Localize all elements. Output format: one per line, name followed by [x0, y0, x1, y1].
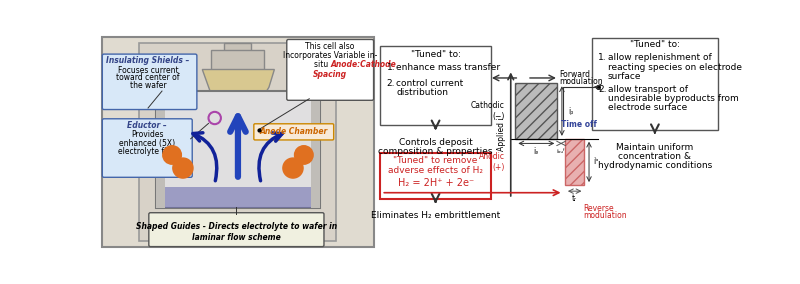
Text: iₑ: iₑ: [534, 147, 539, 156]
Polygon shape: [202, 70, 274, 91]
FancyBboxPatch shape: [102, 54, 197, 110]
Bar: [515, 83, 558, 139]
Text: situ: situ: [314, 60, 330, 69]
Text: Time off: Time off: [561, 120, 597, 130]
Text: Forward: Forward: [558, 70, 590, 79]
Text: hydrodynamic conditions: hydrodynamic conditions: [598, 161, 712, 170]
Text: iᵇ: iᵇ: [594, 157, 599, 166]
Bar: [224, 43, 251, 53]
Text: undesirable byproducts from: undesirable byproducts from: [608, 94, 738, 103]
Text: enhance mass transfer: enhance mass transfer: [396, 63, 500, 72]
Text: Maintain uniform: Maintain uniform: [616, 143, 694, 152]
Text: Applied i: Applied i: [497, 117, 506, 151]
Circle shape: [162, 146, 182, 164]
Text: allow transport of: allow transport of: [608, 85, 688, 94]
Text: iₒᵤᶠ: iₒᵤᶠ: [557, 149, 566, 154]
Text: modulation: modulation: [583, 211, 626, 220]
Text: concentration &: concentration &: [618, 152, 691, 161]
Text: Cathodic
(−): Cathodic (−): [470, 101, 505, 121]
Text: "Tuned" to:: "Tuned" to:: [410, 50, 461, 59]
FancyBboxPatch shape: [286, 39, 374, 100]
Bar: [158, 187, 318, 208]
Text: Reverse: Reverse: [583, 204, 614, 213]
Text: Eductor –: Eductor –: [127, 121, 167, 130]
Text: surface: surface: [608, 72, 641, 81]
Text: control current: control current: [396, 79, 463, 88]
Text: reacting species on electrode: reacting species on electrode: [608, 63, 742, 72]
Bar: [156, 91, 320, 208]
Text: iₚ: iₚ: [568, 106, 574, 116]
Circle shape: [283, 158, 303, 178]
Text: Focuses current: Focuses current: [118, 66, 178, 75]
Text: H₂ = 2H⁺ + 2e⁻: H₂ = 2H⁺ + 2e⁻: [398, 178, 474, 189]
Bar: [102, 37, 374, 247]
Text: Anodic
(+): Anodic (+): [478, 152, 505, 172]
Bar: [565, 139, 584, 185]
Text: This cell also: This cell also: [306, 42, 355, 51]
Bar: [507, 37, 615, 230]
Bar: [156, 91, 165, 208]
Text: toward center of: toward center of: [116, 74, 180, 82]
Text: electrolyte flow: electrolyte flow: [118, 147, 177, 156]
Text: modulation: modulation: [558, 77, 602, 85]
Text: Insulating Shields –: Insulating Shields –: [106, 56, 190, 65]
Circle shape: [294, 146, 313, 164]
Text: Anode:Cathode: Anode:Cathode: [330, 60, 396, 69]
Text: composition & properties: composition & properties: [378, 147, 493, 156]
Text: 2.: 2.: [598, 85, 607, 94]
Text: Shaped Guides - Directs electrolyte to wafer in: Shaped Guides - Directs electrolyte to w…: [136, 222, 337, 231]
Bar: [310, 91, 320, 208]
Text: tᵣ: tᵣ: [572, 194, 577, 203]
Text: Eliminates H₂ embrittlement: Eliminates H₂ embrittlement: [371, 211, 500, 220]
Text: Provides: Provides: [131, 130, 163, 139]
Circle shape: [173, 158, 193, 178]
Text: 1.: 1.: [386, 63, 395, 72]
Bar: [138, 43, 336, 241]
Text: "Tuned" to remove: "Tuned" to remove: [394, 156, 478, 165]
Text: laminar flow scheme: laminar flow scheme: [192, 233, 281, 242]
Text: the wafer: the wafer: [130, 81, 166, 90]
FancyBboxPatch shape: [592, 38, 718, 130]
Text: electrode surface: electrode surface: [608, 103, 687, 112]
FancyBboxPatch shape: [380, 46, 491, 125]
Text: 1.: 1.: [598, 53, 607, 62]
Text: "Tuned" to:: "Tuned" to:: [630, 40, 680, 49]
FancyBboxPatch shape: [102, 119, 192, 177]
FancyBboxPatch shape: [149, 213, 324, 247]
Text: distribution: distribution: [396, 88, 448, 97]
Text: Anode Chamber: Anode Chamber: [260, 127, 328, 136]
Text: allow replenishment of: allow replenishment of: [608, 53, 711, 62]
Text: Controls deposit: Controls deposit: [398, 138, 473, 147]
Bar: [211, 50, 264, 70]
Text: enhanced (5X): enhanced (5X): [119, 139, 175, 148]
FancyBboxPatch shape: [380, 153, 491, 199]
Text: 2.: 2.: [386, 79, 395, 88]
Text: adverse effects of H₂: adverse effects of H₂: [388, 166, 483, 175]
Text: Spacing: Spacing: [313, 70, 347, 79]
FancyBboxPatch shape: [254, 124, 334, 140]
Text: Incorporates Variable in-: Incorporates Variable in-: [283, 51, 378, 60]
